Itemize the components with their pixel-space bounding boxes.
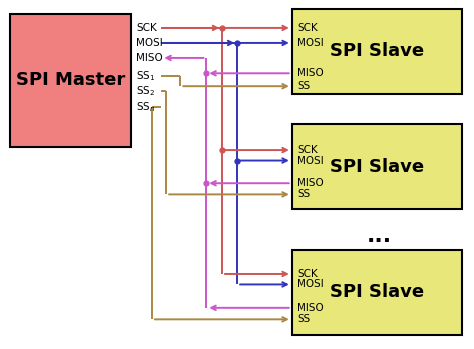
Text: SCK: SCK xyxy=(297,145,318,155)
Text: SS: SS xyxy=(297,314,310,324)
Text: SS$_1$: SS$_1$ xyxy=(137,69,155,83)
FancyBboxPatch shape xyxy=(292,124,462,209)
FancyBboxPatch shape xyxy=(292,250,462,335)
Text: SPI Master: SPI Master xyxy=(16,71,125,89)
Text: MOSI: MOSI xyxy=(297,38,324,48)
Text: MISO: MISO xyxy=(297,303,324,313)
Text: MOSI: MOSI xyxy=(297,280,324,289)
FancyBboxPatch shape xyxy=(10,14,131,147)
Text: MOSI: MOSI xyxy=(137,38,163,48)
Text: SCK: SCK xyxy=(297,269,318,279)
Text: SPI Slave: SPI Slave xyxy=(330,283,424,301)
Text: MISO: MISO xyxy=(297,178,324,188)
Text: SPI Slave: SPI Slave xyxy=(330,43,424,60)
Text: MISO: MISO xyxy=(297,68,324,78)
Text: MISO: MISO xyxy=(137,53,163,63)
Text: SCK: SCK xyxy=(297,23,318,33)
Text: SS$_2$: SS$_2$ xyxy=(137,84,155,98)
Text: SS$_n$: SS$_n$ xyxy=(137,101,156,114)
Text: SS: SS xyxy=(297,190,310,199)
Text: SPI Slave: SPI Slave xyxy=(330,158,424,176)
Text: SS: SS xyxy=(297,81,310,91)
FancyBboxPatch shape xyxy=(292,9,462,94)
Text: MOSI: MOSI xyxy=(297,156,324,165)
Text: ...: ... xyxy=(367,225,392,246)
Text: SCK: SCK xyxy=(137,23,157,33)
